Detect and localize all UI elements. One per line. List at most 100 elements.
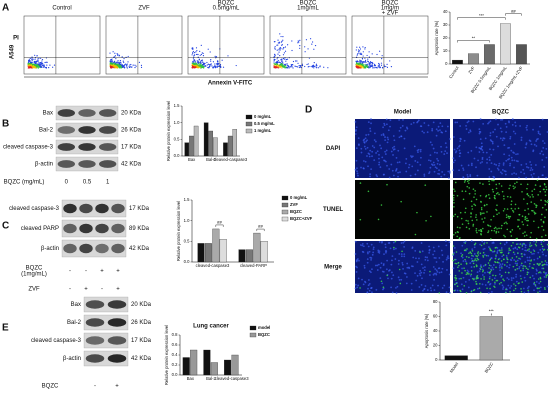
tunel-spot bbox=[533, 220, 535, 223]
nucleus bbox=[469, 274, 472, 277]
nucleus bbox=[509, 137, 512, 140]
nucleus bbox=[523, 253, 526, 256]
tunel-spot bbox=[522, 232, 524, 235]
dot bbox=[39, 65, 41, 67]
dot bbox=[191, 47, 193, 49]
dot bbox=[31, 56, 33, 58]
dot bbox=[212, 67, 214, 69]
dot bbox=[357, 63, 360, 65]
nucleus bbox=[533, 143, 536, 146]
dot bbox=[361, 62, 363, 64]
nucleus bbox=[546, 285, 549, 288]
dot bbox=[117, 60, 119, 62]
tunel-spot bbox=[480, 233, 482, 236]
legend-label: ZVF bbox=[290, 202, 298, 207]
tunel-spot bbox=[490, 218, 492, 221]
x-tick-label: cleaved-caspase3 bbox=[213, 157, 247, 162]
x-tick-label: Bax bbox=[188, 157, 196, 162]
nucleus bbox=[432, 121, 435, 124]
dot bbox=[192, 50, 194, 53]
dot bbox=[284, 63, 286, 65]
nucleus bbox=[528, 244, 531, 246]
lane-label: 0.5 bbox=[83, 180, 92, 186]
nucleus bbox=[545, 156, 548, 159]
dot bbox=[135, 65, 137, 67]
dot bbox=[312, 65, 315, 67]
protein-label: β-actin bbox=[41, 246, 59, 252]
dot bbox=[38, 66, 40, 68]
nucleus bbox=[512, 130, 515, 133]
dot bbox=[53, 64, 56, 66]
dot bbox=[191, 65, 194, 67]
tunel-spot bbox=[503, 198, 505, 200]
nucleus bbox=[429, 160, 432, 162]
bar bbox=[253, 232, 261, 263]
nucleus bbox=[416, 169, 419, 172]
nucleus bbox=[434, 257, 437, 259]
dot bbox=[124, 66, 126, 68]
protein-label: cleaved caspase-3 bbox=[31, 338, 82, 344]
nucleus bbox=[518, 176, 520, 179]
tunel-spot bbox=[544, 288, 546, 291]
nucleus bbox=[537, 176, 540, 179]
tunel-spot bbox=[542, 240, 545, 242]
tunel-spot bbox=[461, 190, 464, 192]
tunel-spot bbox=[491, 179, 493, 182]
dot bbox=[386, 66, 389, 68]
tunel-spot bbox=[521, 221, 524, 223]
tunel-spot bbox=[488, 197, 491, 199]
tunel-spot bbox=[476, 255, 478, 258]
nucleus bbox=[366, 258, 369, 261]
tunel-spot bbox=[479, 291, 482, 294]
nucleus bbox=[493, 163, 496, 165]
nucleus bbox=[511, 173, 513, 175]
row-label: Merge bbox=[324, 265, 342, 271]
dot bbox=[202, 64, 204, 66]
nucleus bbox=[541, 251, 544, 253]
tunel-spot bbox=[492, 215, 495, 218]
tunel-spot bbox=[456, 285, 459, 287]
tunel-spot bbox=[380, 204, 383, 206]
dot bbox=[379, 50, 381, 52]
dot bbox=[114, 52, 116, 54]
tunel-spot bbox=[476, 274, 479, 277]
tunel-spot bbox=[398, 268, 401, 271]
nucleus bbox=[397, 276, 400, 279]
nucleus bbox=[525, 176, 528, 179]
tunel-spot bbox=[463, 285, 466, 287]
significance-label: ## bbox=[217, 220, 222, 225]
dot bbox=[116, 67, 118, 69]
tunel-spot bbox=[401, 250, 403, 253]
nucleus bbox=[383, 253, 385, 256]
nucleus bbox=[498, 273, 501, 276]
nucleus bbox=[460, 164, 463, 167]
tunel-spot bbox=[386, 183, 388, 186]
plot-title: BQZC bbox=[300, 1, 317, 7]
tunel-spot bbox=[464, 207, 467, 210]
nucleus bbox=[492, 264, 495, 266]
tunel-spot bbox=[466, 248, 468, 250]
dot bbox=[44, 66, 46, 69]
lane-label: + bbox=[116, 287, 120, 293]
tunel-spot bbox=[367, 190, 370, 193]
dot bbox=[299, 66, 301, 68]
dot bbox=[197, 56, 199, 58]
dot bbox=[121, 66, 123, 69]
nucleus bbox=[456, 147, 459, 150]
nucleus bbox=[438, 271, 441, 274]
tunel-spot bbox=[473, 196, 475, 198]
nucleus bbox=[384, 160, 387, 163]
dot bbox=[114, 55, 116, 57]
dot bbox=[119, 67, 121, 69]
dot bbox=[124, 64, 126, 66]
nucleus bbox=[458, 155, 461, 158]
nucleus bbox=[412, 256, 415, 259]
tunel-spot bbox=[496, 213, 498, 216]
tunel-spot bbox=[544, 191, 546, 193]
tunel-spot bbox=[521, 255, 523, 258]
nucleus bbox=[506, 277, 509, 279]
x-tick-label: cleaved-caspase3 bbox=[215, 376, 249, 381]
tunel-spot bbox=[527, 289, 530, 292]
dot bbox=[210, 64, 212, 66]
tunel-spot bbox=[513, 187, 515, 190]
